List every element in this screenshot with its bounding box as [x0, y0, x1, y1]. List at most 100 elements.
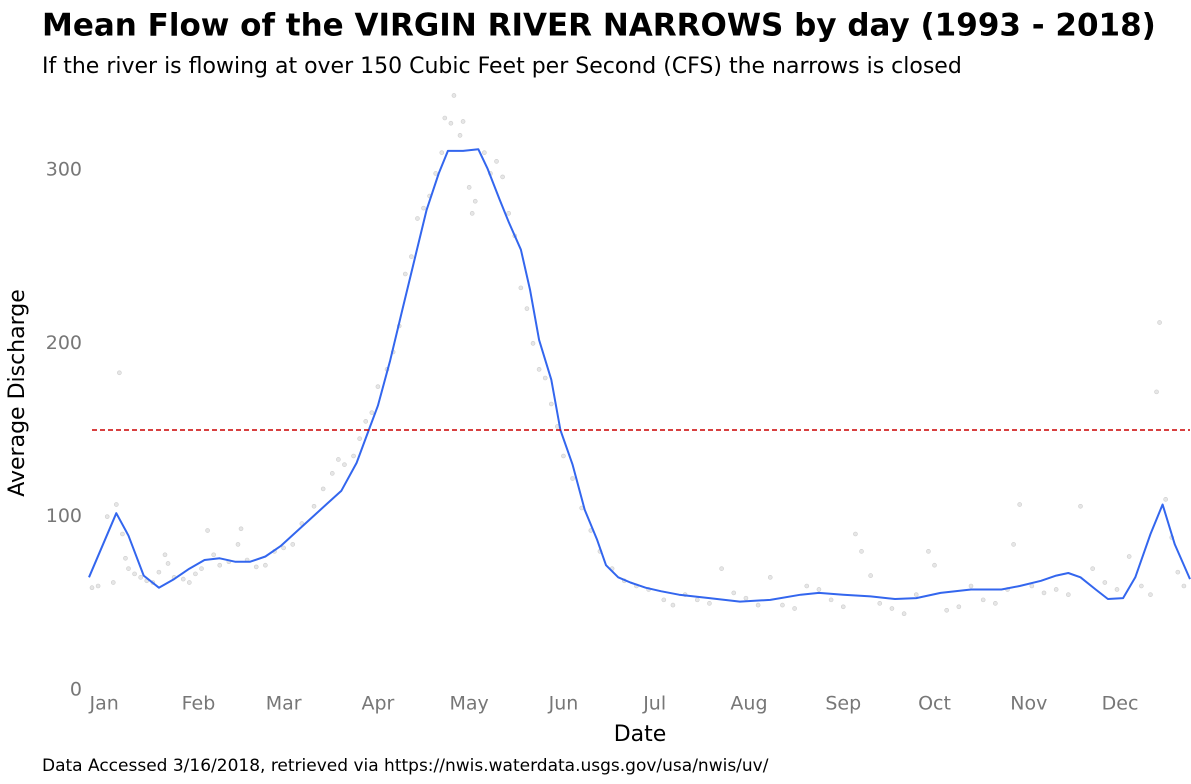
data-point — [320, 486, 326, 492]
data-point — [336, 457, 341, 462]
data-point — [1163, 497, 1168, 502]
y-tick-label: 200 — [46, 332, 82, 354]
data-point — [1041, 590, 1047, 596]
x-tick-label: Feb — [182, 693, 216, 715]
data-point — [162, 552, 168, 558]
data-point — [363, 419, 369, 424]
x-axis-title: Date — [614, 722, 667, 747]
data-point — [235, 542, 241, 547]
data-point — [743, 595, 749, 601]
data-point — [1139, 583, 1144, 589]
data-point — [524, 306, 530, 311]
data-point — [238, 526, 244, 532]
data-point — [828, 597, 834, 603]
data-point — [500, 174, 505, 180]
data-point — [281, 545, 286, 551]
data-point — [457, 133, 463, 138]
data-point — [889, 606, 895, 611]
y-axis-title: Average Discharge — [5, 289, 30, 497]
data-point — [719, 566, 724, 571]
data-point — [469, 211, 475, 216]
data-point — [205, 528, 210, 533]
data-point — [123, 555, 128, 561]
data-point — [570, 476, 575, 481]
data-point — [482, 150, 487, 155]
data-point — [120, 531, 125, 537]
x-tick-label: Dec — [1102, 693, 1139, 715]
x-tick-label: May — [450, 693, 489, 715]
data-point — [530, 341, 536, 346]
x-tick-label: Jun — [548, 693, 579, 715]
data-point — [95, 583, 101, 589]
data-point — [804, 583, 810, 589]
data-point — [494, 159, 499, 164]
data-point — [1126, 554, 1132, 559]
data-point — [193, 571, 198, 577]
data-point — [877, 601, 883, 606]
data-point — [901, 611, 907, 617]
data-point — [1066, 592, 1071, 597]
data-point — [375, 384, 381, 389]
chart-subtitle: If the river is flowing at over 150 Cubi… — [42, 54, 962, 79]
data-point — [472, 198, 478, 204]
data-point — [351, 453, 356, 459]
data-point — [117, 370, 122, 376]
line — [88, 148, 1191, 603]
data-point — [263, 562, 268, 568]
data-point — [357, 436, 362, 441]
data-point — [180, 576, 186, 582]
data-point — [451, 93, 457, 98]
data-point — [342, 462, 347, 467]
data-point — [1175, 569, 1181, 575]
data-point — [956, 604, 962, 610]
data-point — [780, 602, 785, 608]
data-point — [369, 410, 375, 415]
data-point — [409, 254, 414, 259]
y-tick-label: 100 — [46, 505, 82, 527]
data-point — [506, 211, 511, 216]
data-point — [548, 401, 554, 407]
data-point — [1053, 587, 1059, 592]
data-point — [980, 597, 986, 603]
data-point — [187, 580, 192, 585]
data-point — [932, 562, 937, 568]
data-point — [466, 185, 472, 190]
data-point — [542, 375, 548, 381]
data-point — [518, 285, 524, 291]
data-point — [104, 514, 110, 519]
data-point — [926, 549, 931, 554]
x-tick-label: Mar — [266, 693, 302, 715]
data-point — [1157, 320, 1162, 325]
data-point — [156, 569, 162, 575]
data-point — [694, 597, 700, 603]
data-point — [199, 566, 204, 571]
data-point — [433, 171, 438, 176]
data-point — [859, 549, 864, 554]
x-tick-label: Jul — [642, 693, 666, 715]
data-point — [165, 561, 171, 566]
x-tick-label: Apr — [361, 693, 394, 715]
x-tick-label: Nov — [1010, 693, 1047, 715]
data-point — [561, 453, 566, 459]
x-tick-label: Oct — [918, 693, 951, 715]
data-point — [853, 531, 858, 537]
data-point — [217, 562, 223, 568]
data-point — [132, 571, 137, 577]
x-tick-label: Aug — [730, 693, 767, 715]
data-point — [329, 471, 335, 476]
data-point — [913, 592, 919, 597]
data-point — [89, 585, 95, 591]
data-point — [944, 607, 949, 613]
data-point — [402, 271, 408, 277]
data-point — [868, 573, 873, 578]
data-point — [311, 503, 317, 509]
data-point — [253, 564, 259, 570]
data-point — [442, 115, 448, 121]
data-point — [755, 602, 761, 608]
data-point — [1181, 583, 1187, 589]
data-point — [1017, 502, 1022, 507]
data-point — [110, 580, 116, 585]
data-point — [290, 542, 296, 547]
data-point — [126, 566, 131, 571]
data-point — [1011, 542, 1016, 547]
